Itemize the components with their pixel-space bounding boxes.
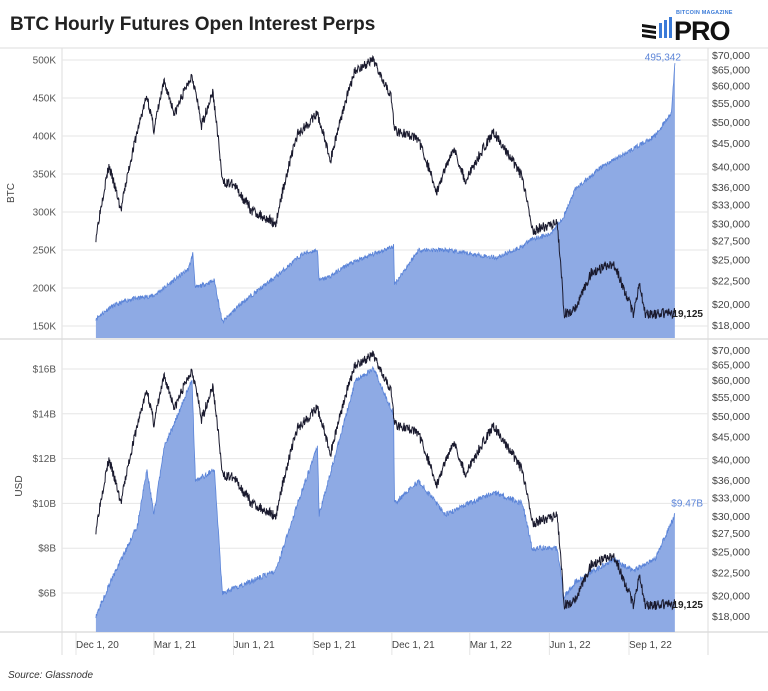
- right-tick-label: $50,000: [712, 411, 750, 423]
- right-tick-label: $30,000: [712, 218, 750, 230]
- right-tick-label: $36,000: [712, 182, 750, 194]
- left-tick-label: $16B: [33, 365, 57, 376]
- price-last-label: 19,125: [672, 600, 703, 611]
- x-tick-label: Mar 1, 22: [470, 640, 513, 651]
- left-tick-label: 150K: [33, 322, 57, 333]
- right-tick-label: $30,000: [712, 511, 750, 523]
- right-tick-label: $40,000: [712, 455, 750, 467]
- right-tick-label: $36,000: [712, 475, 750, 487]
- right-tick-label: $55,000: [712, 392, 750, 404]
- right-tick-label: $50,000: [712, 117, 750, 129]
- right-tick-label: $18,000: [712, 611, 750, 623]
- logo-bars-icon: [642, 17, 672, 39]
- open-interest-last-label: 495,342: [645, 53, 682, 64]
- x-tick-label: Dec 1, 20: [76, 640, 119, 651]
- right-tick-label: $70,000: [712, 345, 750, 357]
- right-tick-label: $45,000: [712, 138, 750, 150]
- right-tick-label: $20,000: [712, 299, 750, 311]
- right-tick-label: $22,500: [712, 276, 750, 288]
- source-note: Source: Glassnode: [8, 670, 94, 681]
- x-tick-label: Jun 1, 21: [234, 640, 276, 651]
- panel-btc: 150K 200K 250K 300K 350K 400K 450K 500K $18,000 $…: [6, 50, 750, 338]
- right-tick-label: $18,000: [712, 320, 750, 332]
- left-tick-label: 450K: [33, 94, 57, 105]
- right-tick-label: $33,000: [712, 199, 750, 211]
- right-tick-label: $55,000: [712, 98, 750, 110]
- left-tick-label: $6B: [38, 589, 56, 600]
- left-tick-label: 200K: [33, 284, 57, 295]
- right-tick-label: $25,000: [712, 547, 750, 559]
- left-tick-label: $14B: [33, 409, 57, 420]
- x-tick-label: Dec 1, 21: [392, 640, 435, 651]
- chart-title: BTC Hourly Futures Open Interest Perps: [10, 14, 376, 35]
- left-tick-label: 250K: [33, 246, 57, 257]
- right-tick-label: $60,000: [712, 375, 750, 387]
- left-tick-label: $12B: [33, 454, 57, 465]
- open-interest-line: [95, 63, 676, 325]
- right-tick-label: $65,000: [712, 360, 750, 372]
- x-tick-label: Sep 1, 21: [313, 640, 356, 651]
- left-tick-label: 400K: [33, 132, 57, 143]
- left-tick-label: $8B: [38, 544, 56, 555]
- open-interest-line: [95, 365, 676, 619]
- logo-big-text: PRO: [674, 16, 731, 46]
- right-tick-label: $65,000: [712, 65, 750, 77]
- bitcoin-magazine-pro-logo: BITCOIN MAGAZINE PRO: [640, 10, 764, 46]
- left-tick-label: 350K: [33, 170, 57, 181]
- open-interest-area: [95, 63, 675, 338]
- right-tick-label: $33,000: [712, 492, 750, 504]
- open-interest-last-label: $9.47B: [671, 498, 703, 509]
- right-tick-label: $20,000: [712, 590, 750, 602]
- left-tick-label: $10B: [33, 499, 57, 510]
- y-axis-label: USD: [14, 475, 25, 496]
- x-tick-label: Jun 1, 22: [549, 640, 591, 651]
- panel-usd: $6B $8B $10B $12B $14B $16B $18,000 $20,000 $22,…: [14, 345, 750, 632]
- logo-small-text: BITCOIN MAGAZINE: [676, 10, 733, 16]
- x-tick-label: Sep 1, 22: [629, 640, 672, 651]
- right-tick-label: $45,000: [712, 432, 750, 444]
- y-axis-label: BTC: [6, 183, 17, 203]
- price-last-label: 19,125: [672, 309, 703, 320]
- right-tick-label: $60,000: [712, 81, 750, 93]
- open-interest-area: [95, 367, 675, 632]
- right-tick-label: $27,500: [712, 236, 750, 248]
- left-tick-label: 300K: [33, 208, 57, 219]
- right-tick-label: $70,000: [712, 50, 750, 62]
- right-tick-label: $25,000: [712, 255, 750, 267]
- right-tick-label: $22,500: [712, 567, 750, 579]
- btc-price-line: [95, 350, 676, 611]
- x-tick-label: Mar 1, 21: [154, 640, 197, 651]
- btc-price-line: [95, 55, 676, 320]
- right-tick-label: $27,500: [712, 528, 750, 540]
- left-tick-label: 500K: [33, 56, 57, 67]
- right-tick-label: $40,000: [712, 161, 750, 173]
